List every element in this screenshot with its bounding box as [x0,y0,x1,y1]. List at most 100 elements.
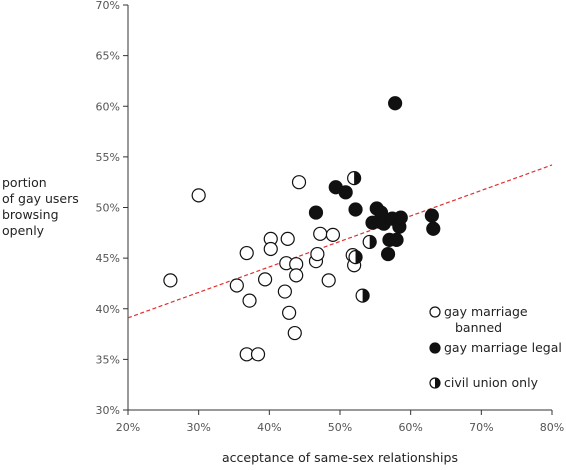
data-point [308,205,324,220]
data-point [426,221,441,236]
marker-filled [424,208,439,223]
legend-label: gay marriage legal [444,340,562,355]
data-point [291,175,307,190]
marker-half-fill [369,235,377,249]
y-tick-label: 40% [96,303,120,316]
data-point [389,232,404,247]
data-point [362,234,377,250]
legend-marker [429,306,441,318]
y-axis-label: browsing [2,207,59,222]
y-axis-label: portion [2,175,47,190]
marker-open [239,245,254,261]
y-tick-label: 45% [96,252,120,265]
x-axis-label: acceptance of same-sex relationships [222,450,458,465]
marker-filled [388,96,403,111]
marker-open [321,273,336,288]
marker-filled [389,232,404,247]
y-tick-label: 70% [96,0,120,12]
data-points [163,96,441,362]
y-axis-label: openly [2,223,45,238]
x-tick-label: 70% [469,421,493,434]
legend-marker [429,342,441,354]
marker-open [257,272,273,287]
marker-open [277,284,292,299]
data-point [242,293,257,308]
y-tick-label: 30% [96,404,120,417]
marker-open [263,241,278,257]
data-point [257,272,273,287]
data-point [325,227,341,242]
x-tick-label: 20% [116,421,140,434]
x-tick-label: 30% [186,421,210,434]
marker-open [429,306,441,318]
data-point [380,246,396,262]
y-tick-label: 50% [96,202,120,215]
data-point [289,268,304,283]
y-tick-label: 35% [96,353,120,366]
marker-open [229,278,244,293]
data-point [338,185,353,200]
data-point [393,210,408,225]
data-point [424,208,439,223]
data-point [250,347,266,362]
x-tick-label: 40% [257,421,281,434]
marker-half-fill [435,378,440,388]
data-point [277,284,292,299]
y-axis-label: of gay users [2,191,79,206]
data-point [321,273,336,288]
data-point [348,250,363,265]
marker-half-fill [355,250,363,264]
marker-open [282,305,297,320]
axes: 30% 35% 40% 45% 50% 55% 60% 65% 70% 20% 30% 40% 50% 6… [96,0,565,434]
marker-open [291,175,307,190]
data-point [347,171,362,186]
marker-open [242,293,257,308]
trendline-group [127,164,553,319]
marker-open [280,231,295,246]
y-tick-label: 60% [96,100,120,113]
data-point [163,273,178,288]
x-tick-label: 60% [398,421,422,434]
marker-open [289,268,304,283]
data-point [282,305,297,320]
legend-label: gay marriage [444,304,528,319]
axis-labels: acceptance of same-sex relationships port… [2,175,458,465]
legend-marker [429,377,441,389]
marker-open [310,246,325,262]
marker-filled [380,246,396,262]
marker-filled [308,205,324,220]
marker-filled [393,210,408,225]
marker-open [163,273,178,288]
marker-filled [348,202,363,217]
data-point [348,202,363,217]
marker-filled [426,221,441,236]
x-tick-label: 50% [328,421,352,434]
data-point [239,245,254,261]
data-point [191,188,206,203]
x-tick-label: 80% [540,421,564,434]
data-point [263,241,278,257]
trendline [127,164,553,319]
data-point [229,278,244,293]
marker-open [191,188,206,203]
data-point [287,325,302,341]
y-tick-label: 65% [96,50,120,63]
legend-label: civil union only [444,375,539,390]
data-point [310,246,325,262]
marker-filled [429,342,441,354]
y-tick-label: 55% [96,151,120,164]
legend-label: banned [455,320,502,335]
data-point [280,231,295,246]
marker-open [313,226,328,241]
marker-filled [338,185,353,200]
marker-open [325,227,341,242]
marker-half-fill [362,289,370,303]
data-point [355,288,370,303]
data-point [388,96,403,111]
marker-half-fill [354,171,361,185]
marker-open [250,347,266,362]
marker-open [287,325,302,341]
data-point [313,226,328,241]
